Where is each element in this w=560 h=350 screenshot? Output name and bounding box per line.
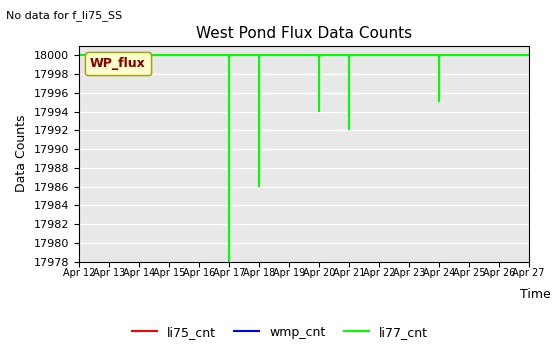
Y-axis label: Data Counts: Data Counts (15, 115, 28, 192)
Title: West Pond Flux Data Counts: West Pond Flux Data Counts (195, 26, 412, 41)
Legend: WP_flux: WP_flux (85, 52, 151, 75)
X-axis label: Time: Time (520, 288, 551, 301)
Legend: li75_cnt, wmp_cnt, li77_cnt: li75_cnt, wmp_cnt, li77_cnt (127, 321, 433, 344)
Text: No data for f_li75_SS: No data for f_li75_SS (6, 10, 122, 21)
